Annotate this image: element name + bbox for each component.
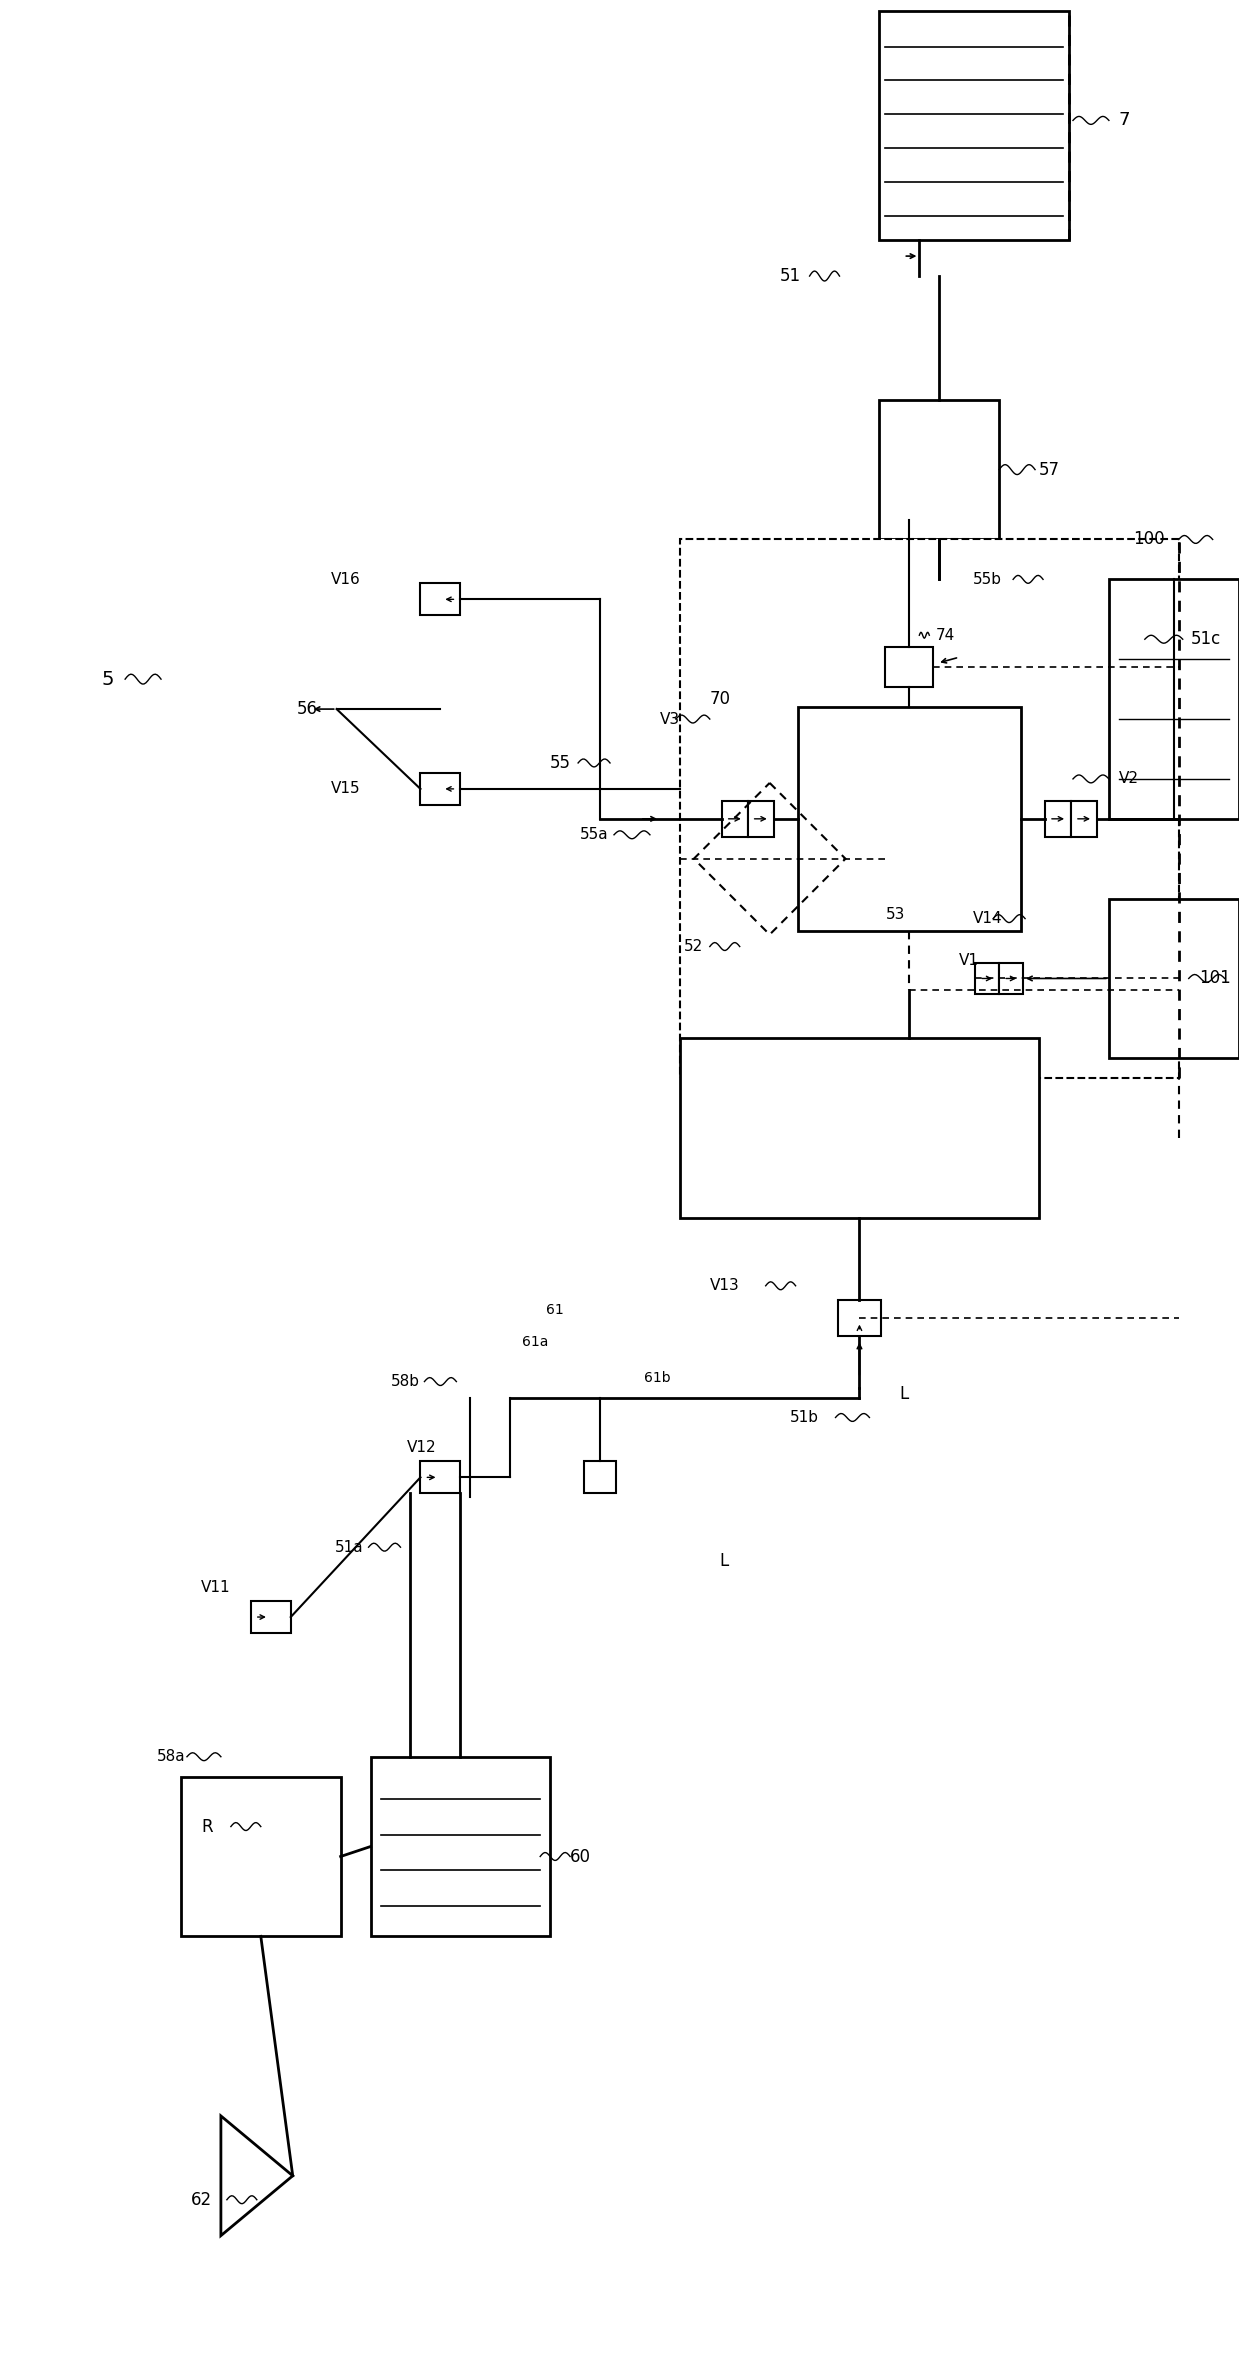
Text: V14: V14 bbox=[973, 911, 1003, 925]
Text: V13: V13 bbox=[709, 1279, 739, 1294]
Text: 74: 74 bbox=[935, 628, 955, 642]
Bar bbox=[722, 801, 748, 837]
Text: 55b: 55b bbox=[973, 571, 1002, 587]
Text: V11: V11 bbox=[201, 1579, 231, 1596]
Text: 53: 53 bbox=[885, 906, 905, 923]
Bar bbox=[1109, 899, 1239, 1058]
Bar bbox=[420, 773, 460, 804]
Bar bbox=[584, 1462, 616, 1493]
Bar bbox=[371, 1757, 551, 1936]
Text: 52: 52 bbox=[683, 939, 703, 954]
Text: L: L bbox=[719, 1553, 729, 1569]
Text: 70: 70 bbox=[709, 690, 730, 709]
Text: 60: 60 bbox=[570, 1848, 591, 1864]
Text: 55a: 55a bbox=[580, 828, 609, 842]
Text: V1: V1 bbox=[960, 954, 980, 968]
Text: 7: 7 bbox=[1118, 112, 1131, 128]
Text: 58b: 58b bbox=[391, 1374, 419, 1389]
Text: R: R bbox=[201, 1817, 212, 1836]
Text: 101: 101 bbox=[1199, 970, 1230, 987]
Bar bbox=[975, 963, 999, 994]
Bar bbox=[1045, 801, 1071, 837]
Bar bbox=[879, 10, 1069, 240]
Text: V15: V15 bbox=[331, 782, 361, 797]
Bar bbox=[420, 583, 460, 616]
Text: 61: 61 bbox=[546, 1303, 564, 1317]
Bar bbox=[879, 400, 999, 540]
Bar bbox=[680, 1039, 1039, 1218]
Text: 5: 5 bbox=[102, 671, 114, 690]
Text: 51: 51 bbox=[780, 266, 801, 285]
Bar bbox=[181, 1776, 341, 1936]
Text: 51b: 51b bbox=[790, 1410, 818, 1424]
Text: V16: V16 bbox=[331, 571, 361, 587]
Text: 51c: 51c bbox=[1190, 630, 1221, 649]
Text: 51a: 51a bbox=[335, 1539, 363, 1555]
Text: 57: 57 bbox=[1039, 461, 1060, 478]
Bar bbox=[1109, 580, 1239, 818]
Text: 56: 56 bbox=[296, 699, 317, 718]
Text: 100: 100 bbox=[1133, 530, 1164, 549]
Bar bbox=[1071, 801, 1097, 837]
Text: V12: V12 bbox=[407, 1441, 436, 1455]
Text: V2: V2 bbox=[1118, 770, 1138, 787]
Bar bbox=[748, 801, 774, 837]
Text: 61b: 61b bbox=[644, 1370, 671, 1384]
Bar bbox=[680, 540, 1179, 1077]
Bar bbox=[999, 963, 1023, 994]
Text: L: L bbox=[899, 1384, 909, 1403]
Bar bbox=[420, 1462, 460, 1493]
Text: 55: 55 bbox=[551, 754, 572, 773]
Bar bbox=[250, 1600, 290, 1634]
Text: V3: V3 bbox=[660, 711, 680, 728]
Text: 58a: 58a bbox=[157, 1750, 186, 1764]
Bar bbox=[797, 706, 1021, 930]
Bar bbox=[837, 1301, 882, 1336]
Text: 61a: 61a bbox=[522, 1334, 548, 1348]
Bar bbox=[885, 647, 934, 687]
Text: 62: 62 bbox=[191, 2190, 212, 2209]
